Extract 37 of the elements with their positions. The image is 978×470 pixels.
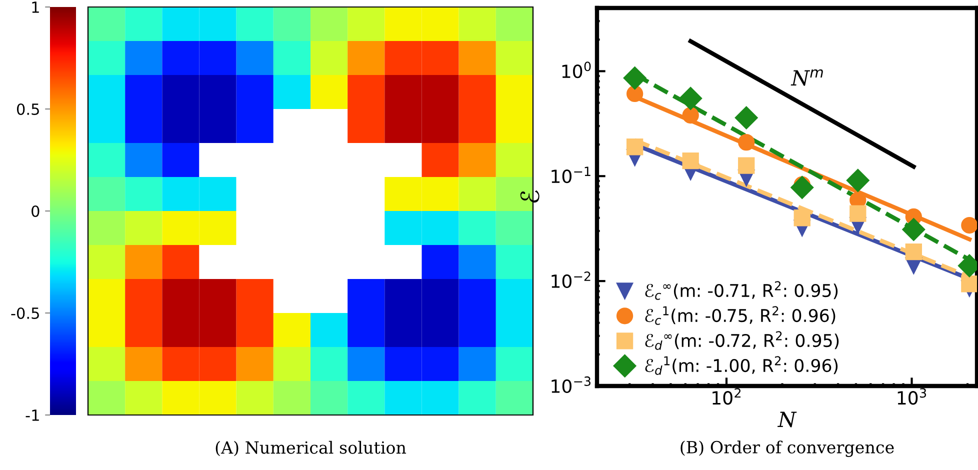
legend-label: ℰ$_{c}$$^{∞}$(m: -0.71, R$^{2}$: 0.95) — [645, 281, 838, 300]
point — [623, 66, 646, 90]
point — [626, 85, 644, 102]
color-bar-label: -0.5 — [11, 307, 39, 320]
point — [961, 276, 977, 292]
color-bar-label: 0.5 — [16, 103, 39, 116]
text: (B) Order of convergence — [680, 440, 894, 457]
point — [682, 152, 699, 170]
point — [905, 243, 922, 260]
point — [626, 138, 644, 156]
point — [738, 157, 755, 174]
color-bar-label: 0 — [32, 205, 40, 218]
legend-label: ℰ$_{c}$$^{1}$(m: -0.75, R$^{2}$: 0.96) — [645, 306, 836, 325]
point — [738, 134, 755, 151]
color-bar-label: 1 — [32, 2, 39, 13]
y-tick-label: 10$^{−2}$ — [552, 271, 590, 288]
x-tick-label: 10$^{3}$ — [898, 388, 926, 405]
point — [794, 210, 810, 226]
point — [902, 218, 926, 241]
x-axis-title: N — [777, 412, 797, 428]
point — [790, 176, 814, 199]
legend-label: ℰ$_{d}$$^{1}$(m: -1.00, R$^{2}$: 0.96) — [645, 356, 838, 375]
point — [846, 168, 870, 192]
y-tick-label: 10$^{0}$ — [562, 62, 591, 78]
point — [679, 86, 702, 110]
y-tick-label: 10$^{−3}$ — [552, 376, 590, 393]
y-tick-label: 10$^{−1}$ — [552, 166, 590, 184]
legend-label: ℰ$_{d}$$^{∞}$(m: -0.72, R$^{2}$: 0.95) — [645, 331, 839, 350]
point — [850, 205, 866, 222]
annotation: N$^{m}$ — [790, 69, 823, 86]
point — [961, 216, 977, 234]
point — [734, 106, 758, 130]
y-axis-title: ℰ — [520, 190, 540, 203]
text: (A) Numerical solution — [216, 440, 406, 456]
color-bar-label: -1 — [26, 410, 39, 421]
x-tick-label: 10$^{2}$ — [712, 388, 741, 405]
point — [682, 106, 699, 124]
